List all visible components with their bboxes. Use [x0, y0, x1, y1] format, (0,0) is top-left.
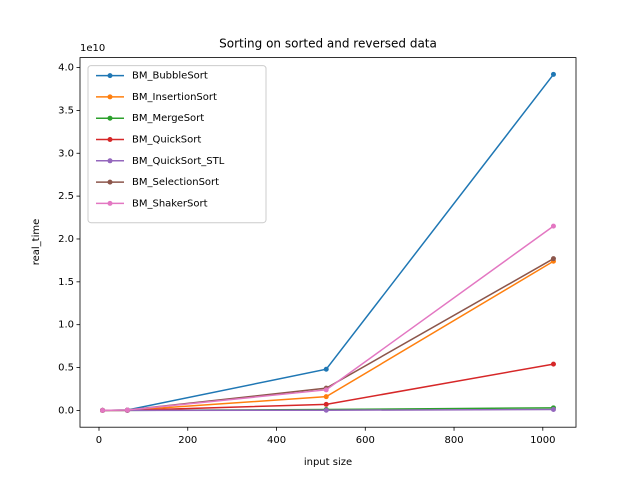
data-point — [323, 387, 329, 393]
y-tick-label: 3.5 — [58, 105, 74, 116]
x-tick-label: 800 — [444, 435, 463, 446]
data-point — [124, 407, 130, 413]
legend-label: BM_InsertionSort — [132, 92, 217, 103]
data-point — [100, 407, 106, 413]
y-tick-label: 0.5 — [58, 363, 74, 374]
data-point — [323, 394, 329, 400]
data-point — [550, 361, 556, 367]
legend-label: BM_QuickSort — [132, 135, 201, 146]
x-tick-label: 1000 — [530, 435, 555, 446]
data-point — [323, 401, 329, 407]
x-tick-label: 400 — [267, 435, 286, 446]
legend-marker — [107, 179, 113, 185]
legend-label: BM_ShakerSort — [132, 198, 208, 209]
chart-title: Sorting on sorted and reversed data — [219, 37, 437, 51]
data-point — [550, 256, 556, 262]
data-point — [323, 366, 329, 372]
legend-marker — [107, 200, 113, 206]
legend-label: BM_MergeSort — [132, 113, 204, 124]
series-line — [102, 225, 554, 412]
y-tick-label: 4.0 — [58, 63, 74, 74]
legend-marker — [107, 137, 113, 142]
legend-marker — [107, 115, 113, 121]
plot-frame — [79, 57, 577, 428]
x-tick-label: 600 — [356, 435, 375, 446]
y-tick-label: 1.5 — [58, 277, 74, 288]
legend-marker — [107, 73, 113, 79]
y-tick-label: 2.5 — [58, 191, 74, 202]
legend-label: BM_SelectionSort — [132, 177, 219, 188]
x-tick-label: 200 — [178, 435, 197, 446]
y-tick-label: 1.0 — [58, 320, 74, 331]
legend-label: BM_BubbleSort — [132, 71, 208, 82]
y-tick-label: 2.0 — [58, 234, 74, 245]
legend-marker — [107, 158, 113, 164]
legend-label: BM_QuickSort_STL — [132, 156, 225, 167]
legend-marker — [107, 94, 113, 100]
y-axis-label: real_time — [31, 219, 42, 266]
legend-box — [87, 65, 267, 224]
y-offset-label: 1e10 — [80, 43, 105, 54]
data-point — [550, 71, 556, 77]
y-tick-label: 0.0 — [58, 405, 74, 416]
x-axis-label: input size — [304, 457, 352, 468]
x-tick-label: 0 — [96, 435, 102, 446]
y-tick-label: 3.0 — [58, 148, 74, 159]
data-point — [550, 223, 556, 229]
data-point — [323, 407, 329, 413]
data-point — [550, 407, 556, 413]
